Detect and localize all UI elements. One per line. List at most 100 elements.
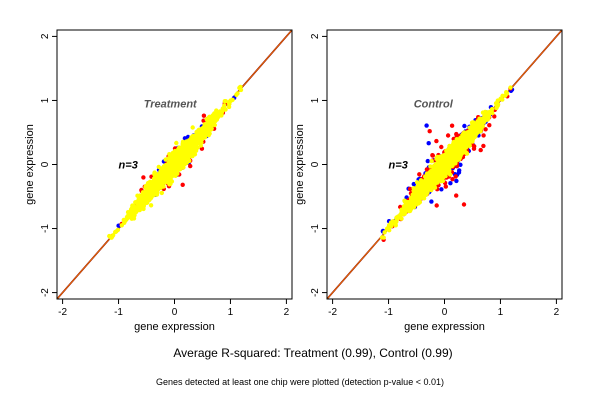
data-point [227,101,232,107]
data-point [115,227,121,233]
data-point [177,157,183,162]
data-point [439,161,444,166]
data-point [188,163,193,169]
y-tick-label: -2 [40,288,51,297]
data-point [161,171,167,176]
data-point [443,184,448,189]
data-point [429,159,434,164]
data-point [200,131,205,136]
data-point [166,180,171,185]
data-point [409,200,414,206]
data-point [429,180,434,186]
data-point [142,193,147,199]
data-point [445,170,450,175]
data-point [454,193,459,198]
n-label: n=3 [119,160,138,172]
data-point [487,123,492,128]
data-point [145,190,150,196]
data-point [143,185,148,190]
x-tick-label: 2 [554,307,560,318]
data-point [180,147,185,152]
data-point [390,220,396,225]
data-point [432,165,438,171]
data-point [424,123,429,128]
x-tick-label: 1 [228,307,234,318]
data-point [206,123,212,129]
data-point [410,193,415,198]
data-point [175,152,181,158]
data-point [450,153,455,159]
y-tick-label: -1 [310,224,321,233]
data-point [186,138,192,143]
data-point [148,181,154,187]
data-point [409,205,414,211]
data-point [174,140,179,146]
data-point [126,215,131,220]
data-point [426,184,431,189]
data-point [222,99,227,104]
data-point [193,136,199,141]
y-tick-label: 0 [40,161,51,167]
data-point [108,235,114,240]
data-point [382,230,387,235]
data-point [403,204,409,209]
data-point [166,174,171,180]
data-point [177,160,182,166]
x-tick-label: -1 [114,307,123,318]
data-point [180,182,185,187]
data-point [402,210,407,215]
data-point [172,148,178,154]
data-point [394,215,399,221]
data-point [397,213,403,218]
caption-sub: Genes detected at least one chip were pl… [156,377,444,387]
y-tick-label: 2 [310,33,321,39]
data-point [430,153,435,158]
data-point [458,162,463,167]
plot-area [57,30,292,299]
data-point [478,126,483,131]
data-point [137,207,142,213]
data-point [464,142,469,147]
data-point [411,181,416,187]
data-point [462,123,467,129]
data-point [473,133,478,138]
data-point [216,113,221,118]
data-point [439,144,444,150]
data-point [461,150,466,155]
data-point [438,177,443,182]
data-point [162,163,168,169]
data-point [490,110,495,116]
x-tick-label: -2 [58,307,67,318]
data-point [473,127,479,132]
data-point [156,172,162,177]
data-point [429,199,434,204]
data-point [153,178,159,183]
data-point [473,123,479,129]
data-point [415,194,421,200]
y-tick-label: 1 [40,97,51,103]
data-point [180,141,185,146]
data-point [425,188,430,193]
data-point [445,133,451,138]
data-point [191,140,197,145]
data-point [235,91,240,96]
data-point [158,179,163,185]
data-point [452,161,458,166]
data-point [481,143,486,149]
data-point [149,189,154,195]
data-point [483,109,488,115]
x-axis-label: gene expression [134,321,215,333]
data-point [237,85,242,91]
n-label: n=3 [389,160,408,172]
data-point [434,138,439,144]
data-point [163,157,168,162]
data-point [171,155,176,160]
data-point [504,91,509,96]
data-point [169,168,175,174]
data-point [433,174,438,179]
data-point [453,174,458,179]
data-point [428,164,433,169]
data-point [386,227,391,232]
data-point [493,101,499,106]
data-point [442,157,448,162]
